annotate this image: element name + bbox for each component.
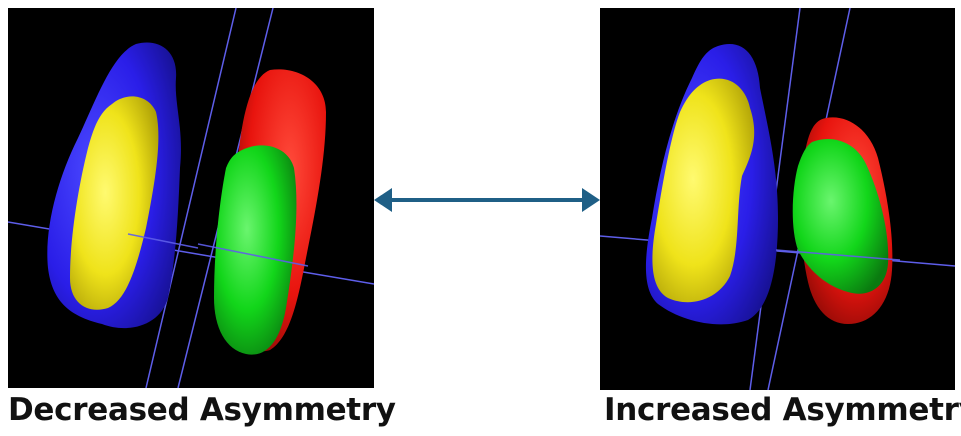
yellow-structure xyxy=(70,96,159,310)
increased-asymmetry-3d-view xyxy=(600,8,955,390)
decreased-asymmetry-3d-view xyxy=(8,8,374,388)
axis-line xyxy=(127,233,199,249)
decreased-asymmetry-render xyxy=(8,8,374,388)
increased-asymmetry-render xyxy=(600,8,955,390)
bidirectional-arrow-icon xyxy=(374,188,600,212)
axis-line xyxy=(775,249,901,261)
caption-decreased-asymmetry: Decreased Asymmetry xyxy=(8,392,396,428)
axis-line xyxy=(145,8,237,388)
yellow-structure xyxy=(652,78,755,303)
axis-line xyxy=(197,243,309,267)
green-structure xyxy=(792,138,889,294)
caption-increased-asymmetry: Increased Asymmetry xyxy=(604,392,961,428)
green-structure xyxy=(214,145,297,355)
